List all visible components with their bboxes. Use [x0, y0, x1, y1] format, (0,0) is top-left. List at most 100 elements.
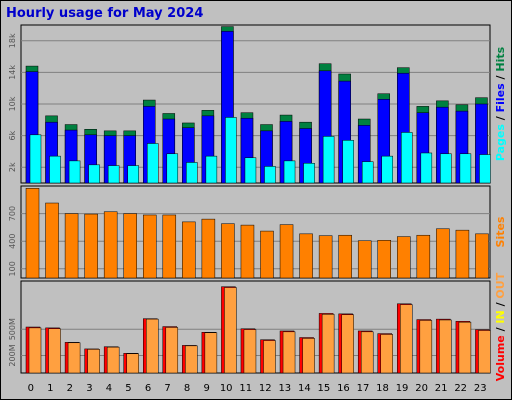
- x-tick-label: 9: [203, 383, 209, 394]
- bar-out: [360, 331, 374, 374]
- x-tick-label: 14: [298, 383, 311, 394]
- bar-pages: [68, 160, 81, 184]
- x-tick-label: 15: [318, 383, 331, 394]
- x-tick-label: 22: [454, 383, 467, 394]
- bar-pages: [401, 132, 413, 184]
- bar-out: [87, 349, 100, 374]
- axis-label-segment: Volume: [494, 335, 507, 381]
- bar-pages: [166, 153, 179, 184]
- bar-pages: [440, 153, 452, 184]
- bar-sites: [143, 214, 157, 279]
- x-tick-label: 18: [376, 383, 389, 394]
- bar-pages: [127, 165, 139, 184]
- axis-label-segment: /: [494, 72, 507, 84]
- y-tick-label: 18k: [8, 33, 17, 48]
- bar-out: [185, 345, 198, 374]
- y-tick-label: 200M: [8, 344, 17, 366]
- bar-pages: [361, 161, 374, 184]
- bar-sites: [240, 224, 255, 279]
- bar-out: [302, 338, 315, 374]
- bar-pages: [225, 117, 237, 184]
- bar-out: [458, 321, 472, 374]
- bar-sites: [318, 235, 333, 279]
- y-tick-label: 2k: [8, 162, 17, 172]
- x-tick-label: 7: [164, 383, 170, 394]
- bar-out: [321, 314, 335, 374]
- bar-pages: [244, 157, 257, 184]
- bar-pages: [205, 155, 218, 184]
- bar-pages: [283, 160, 296, 184]
- bar-sites: [182, 221, 196, 279]
- y-tick-label: 700: [8, 206, 17, 221]
- bar-pages: [29, 134, 42, 184]
- bar-pages: [322, 136, 335, 184]
- x-tick-label: 20: [415, 383, 428, 394]
- x-tick-label: 10: [220, 383, 233, 394]
- bar-sites: [25, 188, 40, 279]
- bar-sites: [416, 234, 431, 279]
- axis-label-segment: Pages: [494, 124, 507, 162]
- bar-out: [439, 319, 452, 374]
- bar-sites: [221, 223, 235, 279]
- bar-sites: [162, 214, 177, 279]
- x-tick-label: 12: [259, 383, 272, 394]
- bar-sites: [279, 224, 294, 279]
- bar-out: [126, 353, 139, 374]
- x-tick-label: 1: [47, 383, 53, 394]
- bar-out: [67, 342, 81, 374]
- bar-sites: [45, 202, 59, 279]
- x-tick-label: 19: [396, 383, 409, 394]
- bar-out: [224, 287, 237, 374]
- axis-label-segment: /: [494, 112, 507, 124]
- bar-out: [204, 332, 218, 374]
- x-tick-label: 16: [337, 383, 350, 394]
- bar-pages: [147, 143, 159, 184]
- bar-sites: [397, 236, 411, 279]
- bar-pages: [342, 140, 354, 184]
- axis-label-top: Pages / Files / Hits: [494, 46, 507, 161]
- bar-pages: [186, 162, 198, 184]
- bar-out: [165, 327, 179, 374]
- axis-label-segment: /: [494, 324, 507, 336]
- y-tick-label: 6k: [8, 130, 17, 140]
- axis-label-segment: /: [494, 299, 507, 311]
- y-tick-label: 14k: [8, 65, 17, 80]
- y-tick-label: 100: [8, 261, 17, 276]
- bar-pages: [420, 152, 433, 184]
- bar-pages: [88, 164, 100, 184]
- bar-pages: [303, 163, 315, 184]
- bar-pages: [479, 154, 491, 184]
- axis-label-segment: Hits: [494, 46, 507, 71]
- bar-out: [263, 340, 276, 374]
- y-tick-label: 400: [8, 234, 17, 249]
- x-tick-label: 6: [145, 383, 151, 394]
- axis-label-bottom: Volume / IN / OUT: [494, 272, 507, 381]
- bar-sites: [84, 213, 98, 279]
- bar-out: [28, 327, 42, 374]
- y-tick-label: 10k: [8, 96, 17, 111]
- bar-sites: [436, 228, 450, 279]
- bar-out: [146, 318, 159, 374]
- bar-out: [400, 304, 413, 374]
- plot-area-sites: [20, 185, 491, 279]
- bar-out: [478, 330, 491, 374]
- bar-sites: [64, 213, 79, 279]
- bar-sites: [357, 240, 372, 279]
- bar-out: [341, 314, 354, 374]
- x-tick-label: 0: [28, 383, 34, 394]
- bar-sites: [299, 233, 313, 279]
- x-tick-label: 5: [125, 383, 131, 394]
- bar-out: [282, 331, 296, 374]
- chart-title: Hourly usage for May 2024: [6, 6, 204, 21]
- x-tick-label: 8: [184, 383, 190, 394]
- bar-out: [419, 320, 433, 374]
- axis-label-segment: Files: [494, 83, 507, 113]
- bar-sites: [123, 213, 137, 279]
- bar-pages: [264, 166, 276, 184]
- bar-out: [48, 328, 61, 374]
- axis-label-segment: OUT: [494, 272, 507, 298]
- axis-label-segment: IN: [494, 310, 507, 323]
- x-tick-label: 17: [357, 383, 370, 394]
- x-tick-label: 13: [278, 383, 291, 394]
